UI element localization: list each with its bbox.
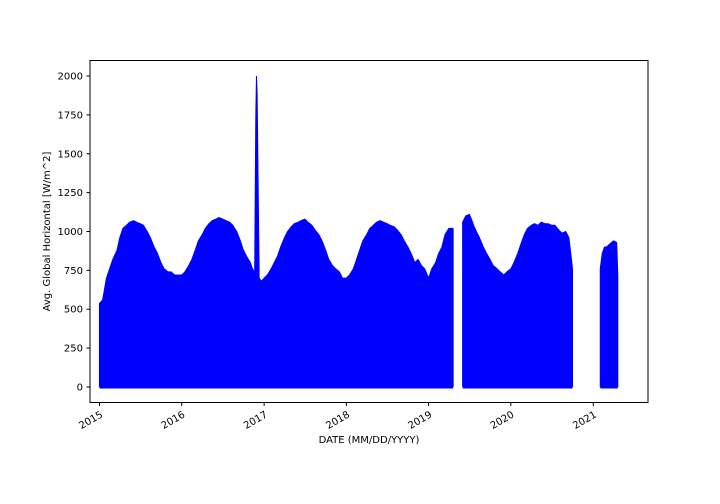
y-tick-label: 1750: [58, 110, 83, 121]
y-tick-label: 1250: [58, 188, 83, 199]
data-layer: [98, 76, 619, 389]
y-axis-label: Avg. Global Horizontal [W/m^2]: [42, 152, 53, 312]
y-tick-label: 2000: [58, 72, 83, 83]
y-tick-label: 750: [64, 266, 83, 277]
series-segment: [462, 213, 574, 387]
y-tick-label: 1500: [58, 149, 83, 160]
y-tick-label: 500: [64, 305, 83, 316]
series-segment: [98, 76, 454, 387]
series-segment: [599, 240, 619, 387]
y-tick-label: 1000: [58, 227, 83, 238]
y-axis: 0 250 500 750 1000 1250 1500 1750 2000: [58, 72, 90, 393]
y-tick-label: 250: [64, 344, 83, 355]
x-axis-label: DATE (MM/DD/YYYY): [319, 435, 420, 446]
y-tick-label: 0: [77, 382, 83, 393]
